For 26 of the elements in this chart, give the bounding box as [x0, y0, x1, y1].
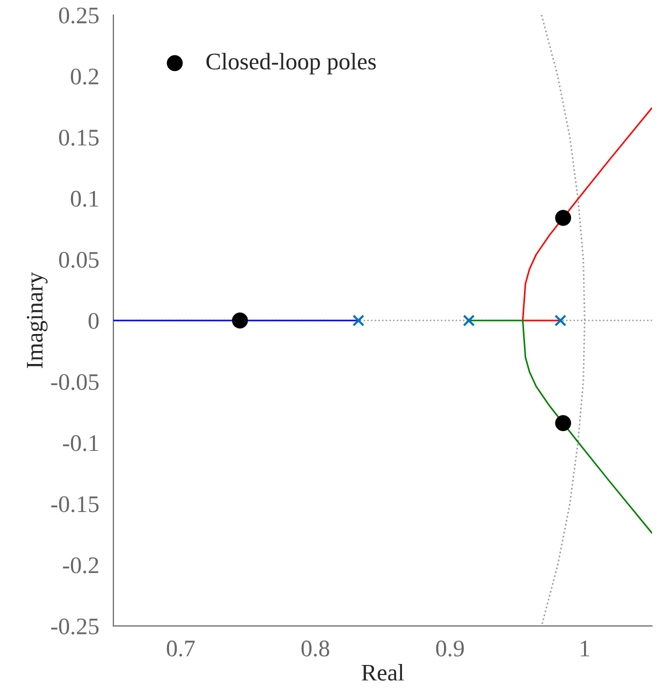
point [555, 415, 572, 432]
y-tick-label: 0.25 [59, 8, 99, 24]
y-tick-label: -0.25 [51, 618, 99, 634]
y-tick-label: 0.1 [70, 190, 98, 207]
y-tick-label: -0.05 [51, 374, 99, 390]
x-tick-label: 0.8 [302, 640, 330, 657]
point [555, 210, 572, 226]
x-tick-label: 0.7 [166, 640, 195, 657]
point [554, 314, 566, 326]
y-axis-title: Imaginary [26, 272, 48, 368]
y-tick-label: -0.1 [63, 435, 98, 452]
x-tick-label: 0.9 [436, 640, 464, 657]
line-series [468, 320, 652, 534]
y-tick-label: -0.15 [51, 496, 99, 512]
line-series [522, 107, 652, 322]
x-axis-title: Real [362, 664, 404, 681]
x-tick-label: 1 [580, 640, 590, 656]
y-tick-label: 0.15 [59, 130, 99, 146]
point [352, 314, 364, 326]
point [232, 312, 248, 328]
y-tick-label: -0.2 [63, 557, 98, 574]
y-tick-label: 0.2 [70, 68, 98, 85]
y-tick-label: 0 [88, 312, 99, 329]
legend-label: Closed-loop poles [206, 52, 376, 74]
y-tick-label: 0.05 [59, 252, 99, 268]
point [462, 314, 475, 326]
